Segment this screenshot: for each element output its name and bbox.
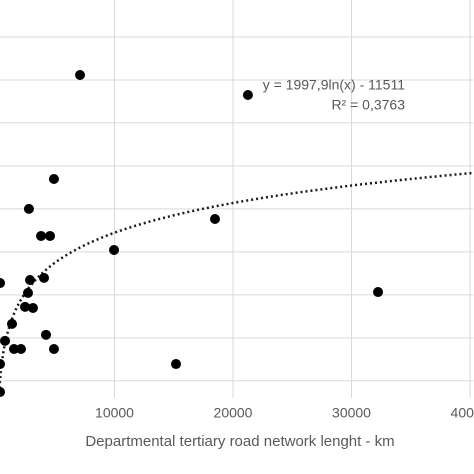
point [109,244,120,255]
point [242,90,253,100]
point [48,344,59,355]
x-tick-label: 30000 [332,405,371,421]
point [9,344,20,355]
point [25,275,36,286]
point [27,302,38,313]
point [0,335,11,346]
point [0,386,6,397]
x-tick-label: 10000 [95,405,134,421]
point [171,359,182,370]
trendline [0,171,474,396]
point [23,203,34,214]
trend-equation: y = 1997,9ln(x) - 11511 [263,77,406,93]
point [16,344,27,355]
point [41,329,52,340]
x-tick-label: 40000 [451,405,474,421]
point [0,278,6,289]
point [75,70,86,81]
x-tick-label: 20000 [214,405,253,421]
trend-r2: R² = 0,3763 [331,97,405,113]
point [373,287,384,298]
point [38,272,49,283]
point [209,213,220,224]
point [6,318,17,329]
point [0,359,6,370]
point [36,230,47,241]
point [45,230,56,241]
point [48,174,59,185]
point [22,287,33,298]
x-axis-label: Departmental tertiary road network lengh… [85,433,394,450]
point [20,301,31,312]
